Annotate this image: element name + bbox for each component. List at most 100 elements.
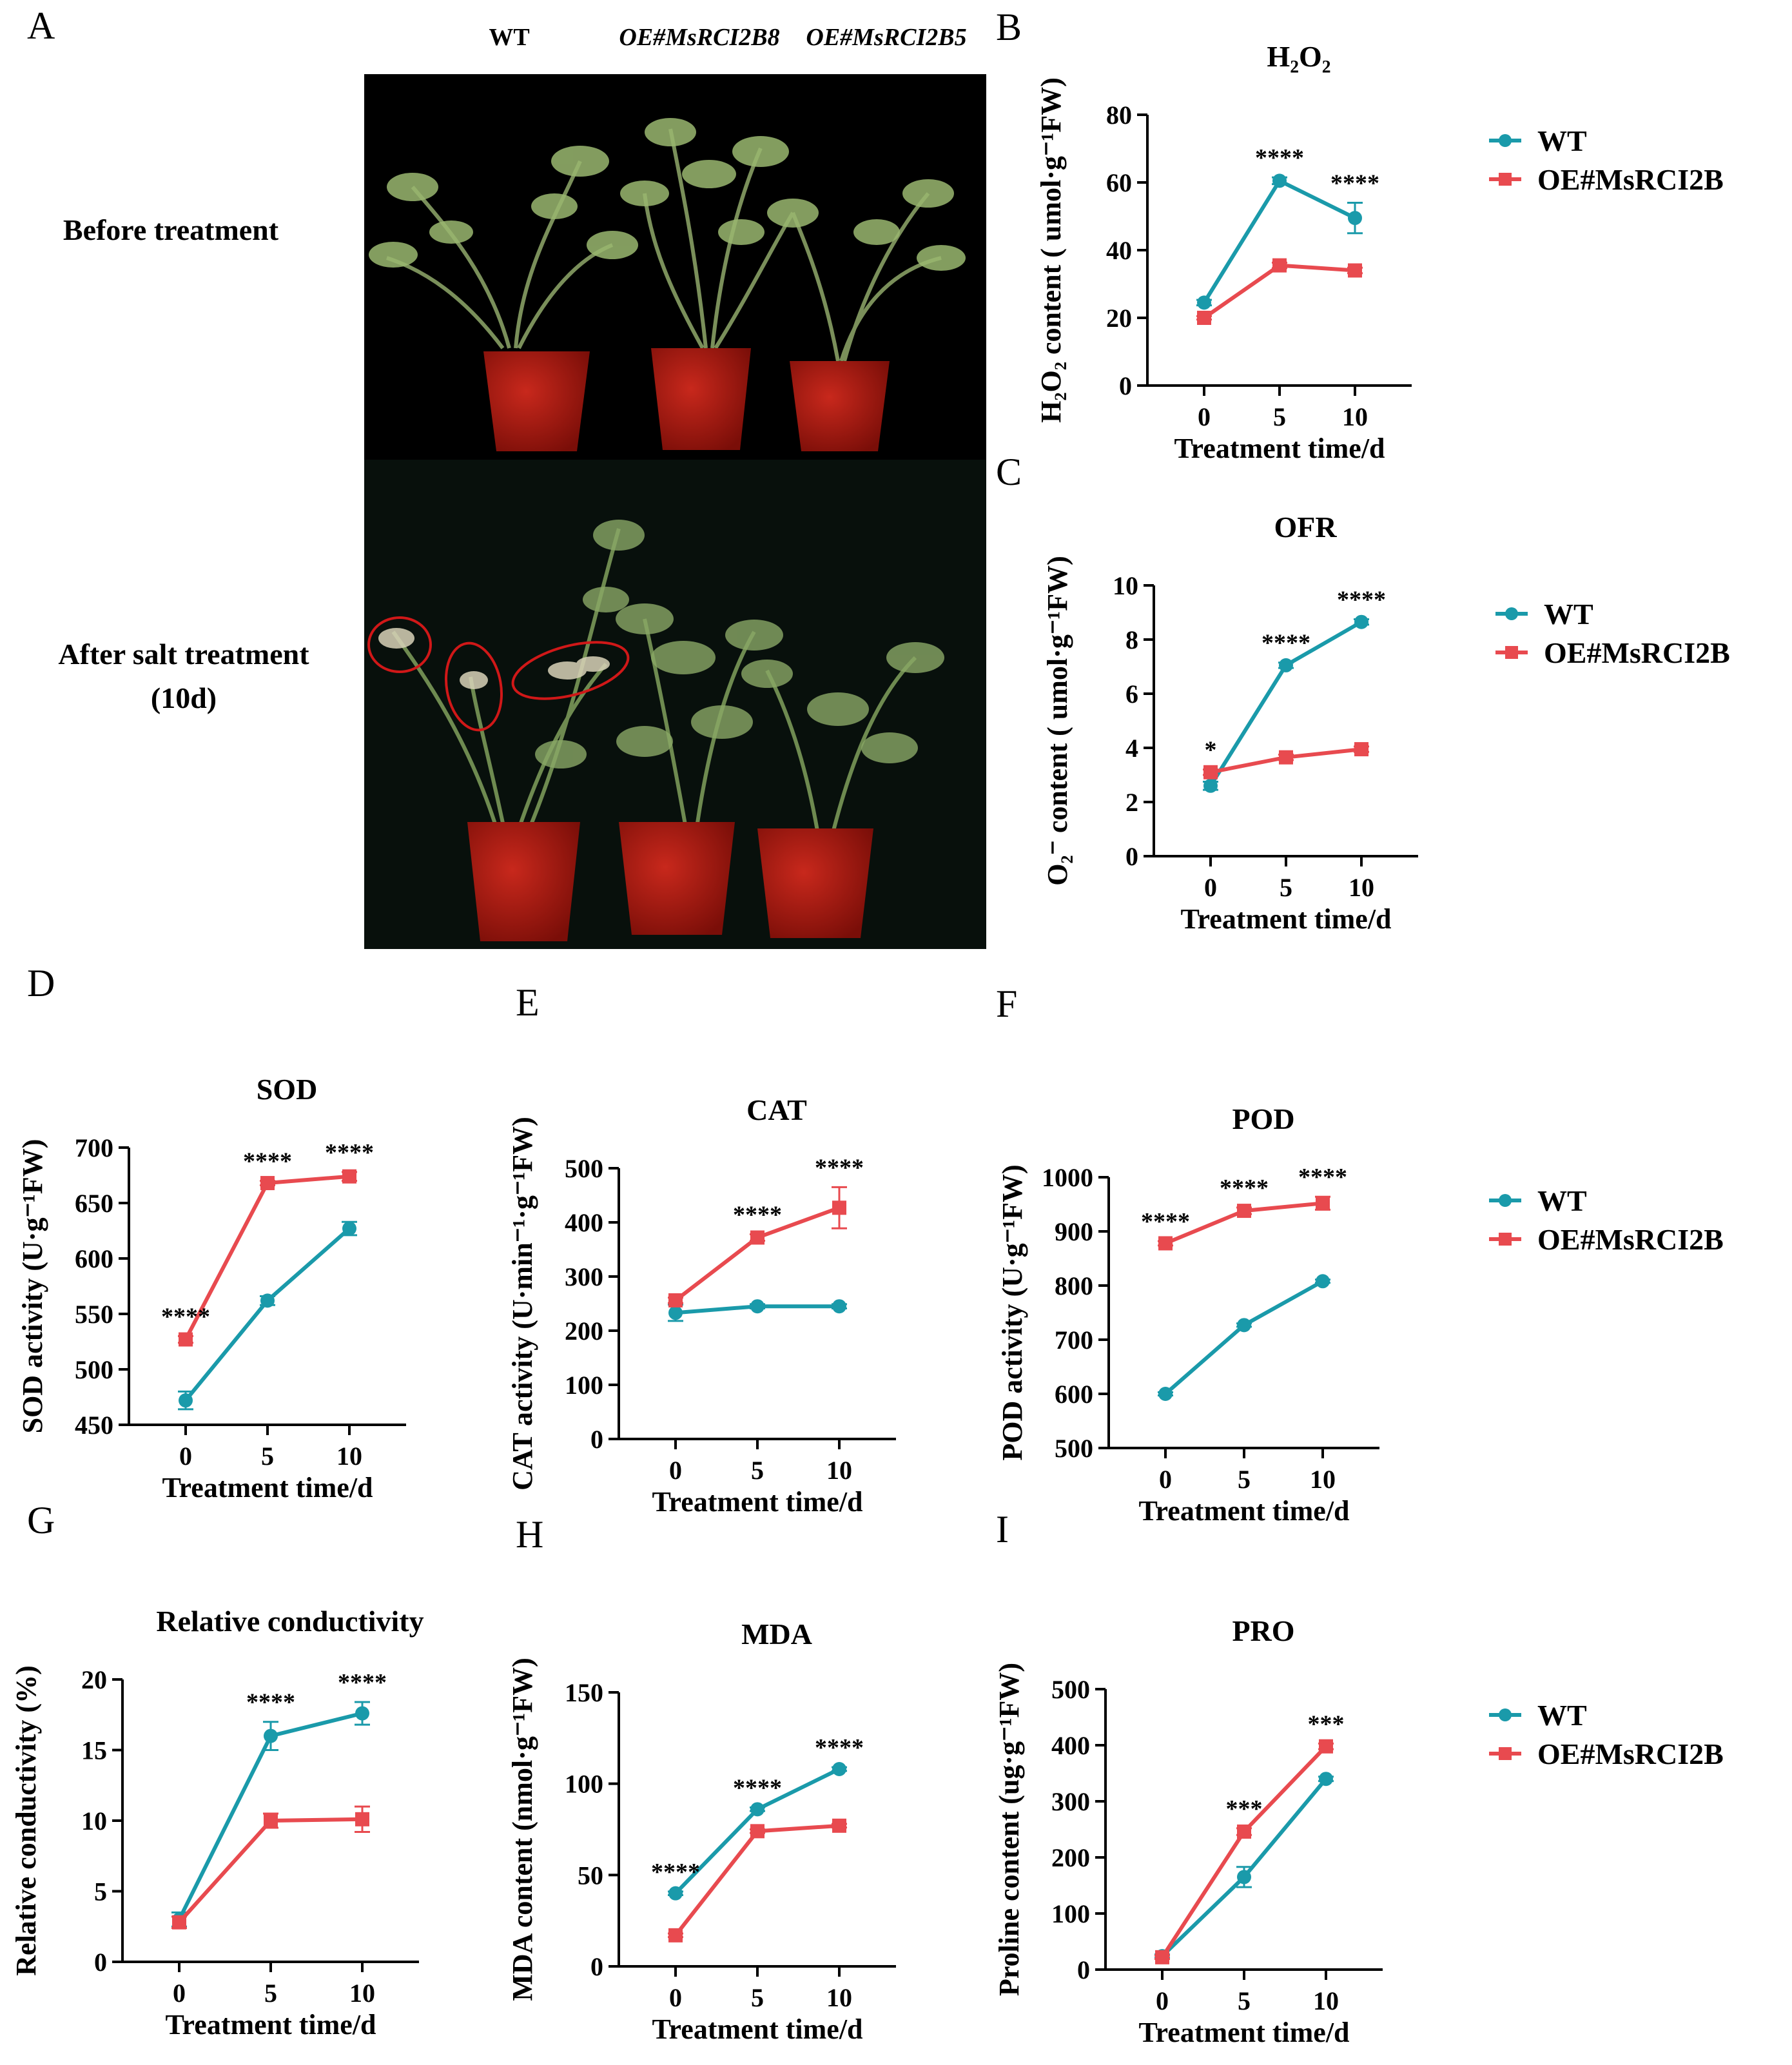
data-point-wt (750, 1299, 765, 1314)
data-point-wt (264, 1728, 278, 1743)
x-tick-label: 0 (669, 1456, 682, 1485)
x-tick-label: 0 (1159, 1465, 1172, 1494)
x-tick-label: 5 (751, 1456, 764, 1485)
y-tick-label: 6 (1125, 680, 1138, 709)
data-point-wt (342, 1221, 356, 1236)
y-axis-label: O₂⁻ content ( umol·g⁻¹FW) (1042, 556, 1073, 886)
y-tick-label: 1000 (1042, 1163, 1093, 1192)
y-tick-label: 0 (1077, 1955, 1090, 1984)
significance-label: **** (1141, 1208, 1190, 1235)
x-tick-label: 5 (1273, 402, 1286, 431)
y-tick-label: 500 (565, 1154, 603, 1183)
data-point-wt (1272, 173, 1287, 188)
y-axis-label: Relative conductivity (%) (10, 1665, 42, 1975)
data-point-oe (260, 1176, 275, 1191)
y-tick-label: 700 (75, 1133, 113, 1162)
y-tick-label: 550 (75, 1300, 113, 1329)
photo-after-salt-treatment (364, 460, 986, 949)
data-point-oe (1203, 765, 1218, 779)
y-tick-label: 40 (1106, 236, 1132, 265)
y-tick-label: 300 (565, 1262, 603, 1291)
significance-label: **** (1298, 1164, 1347, 1191)
y-tick-label: 650 (75, 1189, 113, 1218)
y-tick-label: 400 (565, 1208, 603, 1237)
y-tick-label: 0 (1125, 842, 1138, 871)
x-tick-label: 10 (1313, 1986, 1339, 2015)
data-point-oe (1319, 1739, 1333, 1754)
significance-label: **** (338, 1669, 387, 1696)
y-tick-label: 150 (565, 1678, 603, 1707)
chart-title: MDA (741, 1618, 812, 1650)
legend-label: WT (1544, 598, 1593, 631)
legend-label: WT (1537, 1184, 1587, 1217)
data-point-wt (355, 1706, 369, 1721)
y-tick-label: 4 (1125, 734, 1138, 763)
panel-letter-d: D (27, 962, 55, 1004)
legend-marker-wt (1499, 134, 1512, 147)
data-point-wt (1158, 1387, 1173, 1401)
significance-label: *** (1308, 1710, 1345, 1737)
data-point-oe (1158, 1236, 1173, 1251)
x-axis-label: Treatment time/d (1174, 433, 1385, 464)
y-tick-label: 500 (1055, 1434, 1093, 1463)
y-tick-label: 200 (1051, 1843, 1090, 1872)
legend-marker-oe (1499, 1233, 1512, 1246)
y-axis-label: POD activity (U·g⁻¹FW) (997, 1164, 1028, 1460)
y-tick-label: 80 (1106, 101, 1132, 130)
series-line-oe (674, 1823, 840, 1937)
y-tick-label: 900 (1055, 1217, 1093, 1246)
y-tick-label: 800 (1055, 1271, 1093, 1300)
data-point-oe (342, 1169, 356, 1184)
data-point-oe (1354, 742, 1368, 757)
series-line-wt (1202, 178, 1356, 304)
significance-label: **** (1330, 170, 1379, 197)
legend-marker-oe (1499, 1747, 1512, 1760)
significance-label: **** (815, 1734, 864, 1761)
chart-title: POD (1232, 1102, 1294, 1135)
y-tick-label: 0 (94, 1948, 107, 1977)
x-tick-label: 5 (261, 1442, 274, 1471)
x-tick-label: 10 (336, 1442, 362, 1471)
y-tick-label: 400 (1051, 1731, 1090, 1760)
row-label-before: Before treatment (63, 213, 279, 246)
series-line-oe (1203, 263, 1356, 320)
panel-letter-f: F (996, 983, 1017, 1025)
series-line-oe (1160, 1745, 1328, 1959)
significance-label: **** (733, 1775, 782, 1802)
data-point-wt (832, 1762, 846, 1776)
data-point-oe (668, 1928, 683, 1943)
chart-title: Relative conductivity (156, 1605, 424, 1638)
y-tick-label: 100 (1051, 1899, 1090, 1928)
legend-label: OE#MsRCI2B (1544, 636, 1730, 669)
x-tick-label: 10 (1310, 1465, 1336, 1494)
panel-a: A WT OE#MsRCI2B8 OE#MsRCI2B5 Before trea… (27, 5, 986, 949)
data-point-wt (1203, 778, 1218, 793)
data-point-oe (172, 1915, 186, 1930)
data-point-oe (1237, 1204, 1251, 1218)
data-point-wt (1316, 1274, 1330, 1289)
x-tick-label: 0 (1204, 873, 1217, 902)
data-point-oe (1348, 263, 1362, 278)
y-tick-label: 600 (75, 1244, 113, 1273)
y-tick-label: 0 (1119, 371, 1132, 400)
legend-label: OE#MsRCI2B (1537, 163, 1724, 196)
y-tick-label: 300 (1051, 1787, 1090, 1816)
y-axis-label: Proline content (ug·g⁻¹FW) (993, 1663, 1025, 1996)
y-tick-label: 100 (565, 1770, 603, 1799)
legend-marker-wt (1499, 1194, 1512, 1207)
y-tick-label: 10 (1113, 571, 1138, 600)
data-point-wt (179, 1393, 193, 1408)
y-tick-label: 5 (94, 1877, 107, 1906)
data-point-oe (668, 1293, 683, 1307)
data-point-oe (264, 1814, 278, 1828)
chart-title: PRO (1232, 1614, 1294, 1647)
x-tick-label: 5 (1280, 873, 1292, 902)
y-axis-label: MDA content (nmol·g⁻¹FW) (507, 1658, 538, 2001)
significance-label: **** (243, 1148, 292, 1175)
data-point-wt (1197, 295, 1211, 310)
